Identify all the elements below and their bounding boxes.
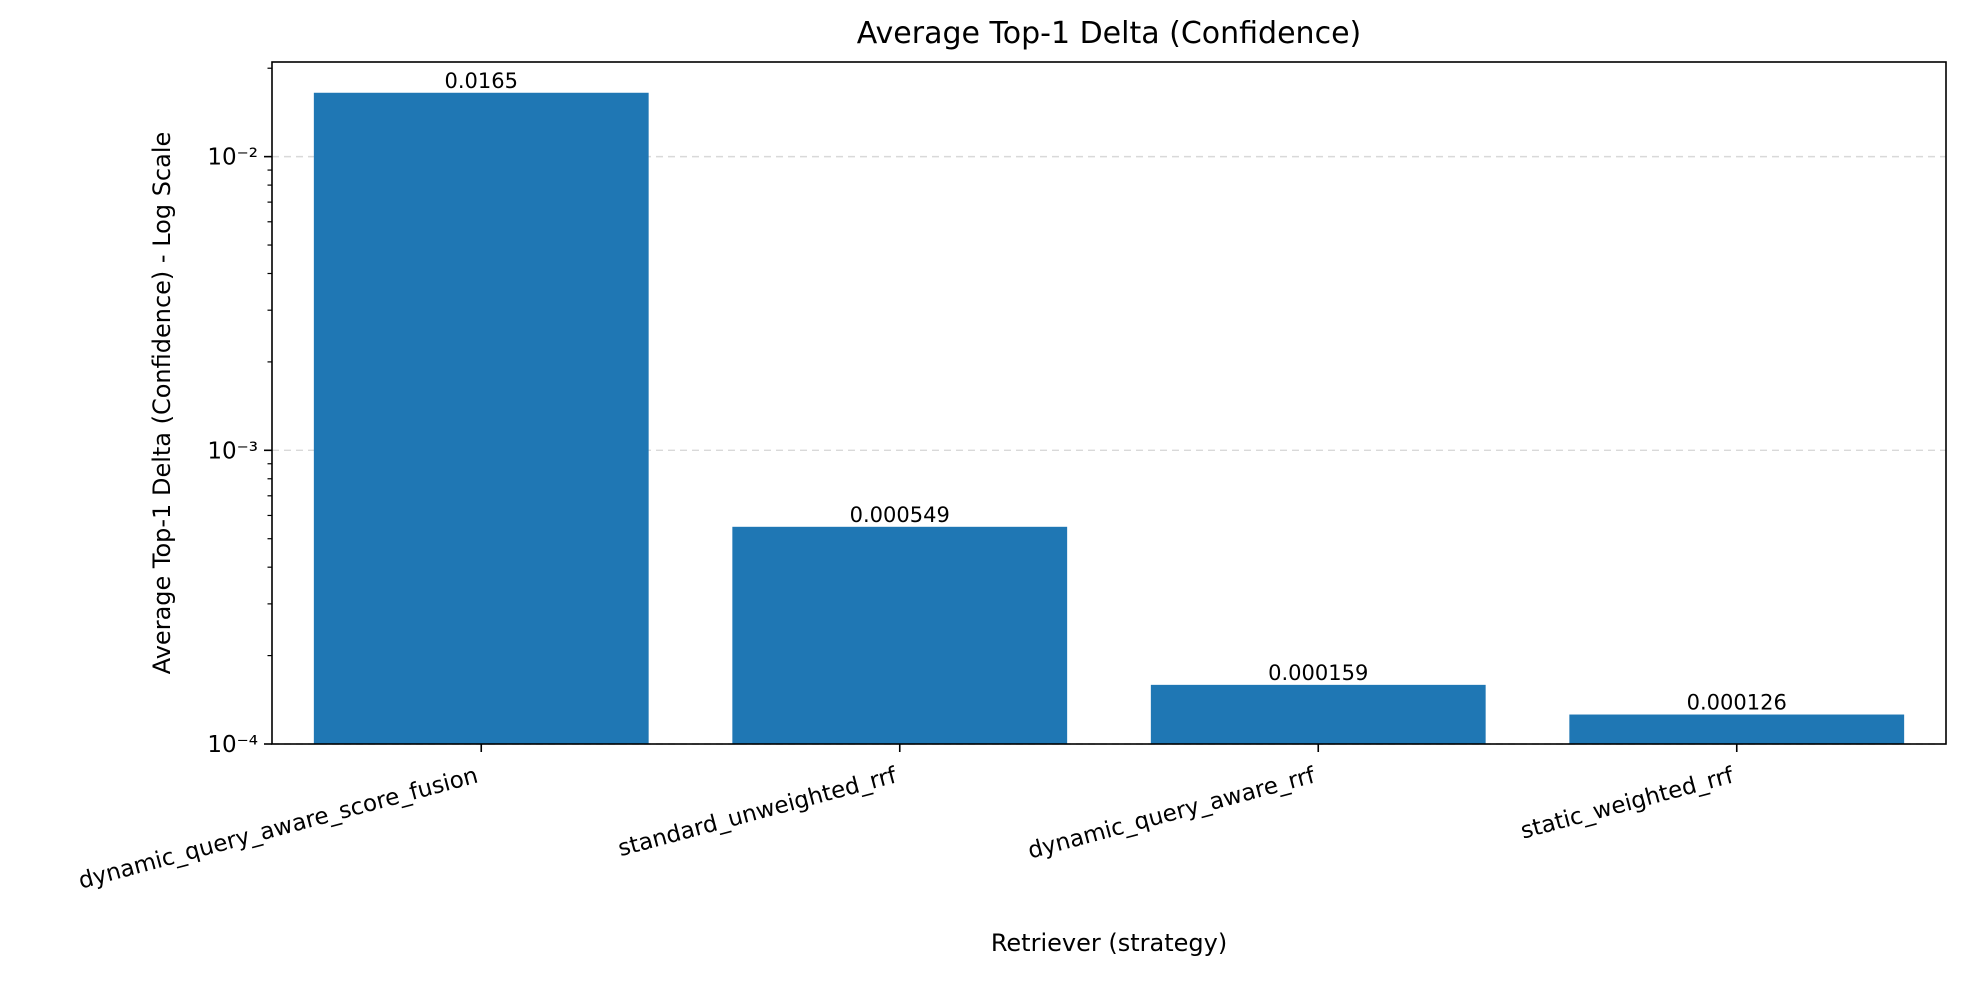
data-label: 0.0165 [445, 69, 518, 93]
y-tick-label: 10⁻² [207, 145, 258, 171]
data-label: 0.000126 [1687, 691, 1787, 715]
y-tick-label: 10⁻³ [207, 438, 258, 464]
data-label: 0.000549 [850, 503, 950, 527]
chart-title: Average Top-1 Delta (Confidence) [857, 16, 1361, 51]
x-axis-title: Retriever (strategy) [991, 929, 1227, 957]
data-label: 0.000159 [1268, 661, 1368, 685]
bar-dynamic_query_aware_score_fusion [313, 92, 649, 744]
y-tick-label: 10⁻⁴ [207, 732, 258, 758]
y-axis-title: Average Top-1 Delta (Confidence) - Log S… [148, 132, 176, 675]
bar-standard_unweighted_rrf [732, 526, 1068, 744]
plot-frame [271, 61, 1947, 745]
bar-dynamic_query_aware_rrf [1150, 684, 1486, 744]
bar-static_weighted_rrf [1569, 714, 1905, 744]
